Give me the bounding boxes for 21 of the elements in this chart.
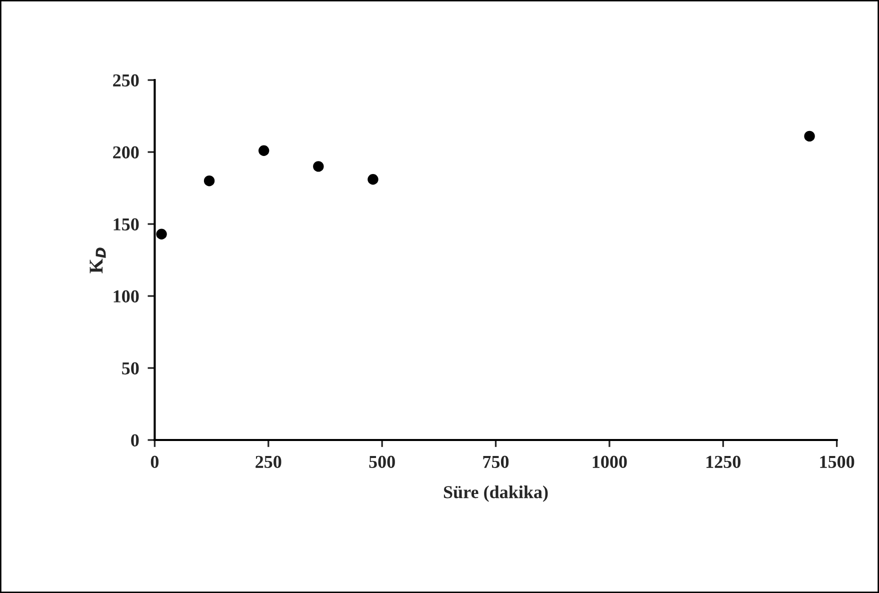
point [258,145,270,156]
x-tick-label: 1250 [706,456,740,468]
y-tick-label: 0 [131,434,139,446]
y-axis-title: K$_{D}$ [90,248,106,274]
x-axis-title: Süre (dakika) [444,486,548,502]
x-tick-label: 0 [150,456,159,468]
y-tick-label: 50 [122,362,139,374]
x-tick-label: 750 [483,456,509,468]
y-tick-label: 250 [113,74,139,86]
x-tick-label: 500 [369,456,395,468]
point [204,175,215,186]
x-tick-label: 1500 [820,456,854,468]
x-tick-label: 1000 [592,456,627,468]
point [368,174,378,185]
y-tick-label: 100 [114,290,139,302]
x-tick-label: 250 [256,456,282,468]
y-tick-label: 200 [113,146,139,158]
point [156,228,167,240]
point [313,161,324,172]
y-tick-label: 150 [114,218,139,230]
point [804,130,815,142]
